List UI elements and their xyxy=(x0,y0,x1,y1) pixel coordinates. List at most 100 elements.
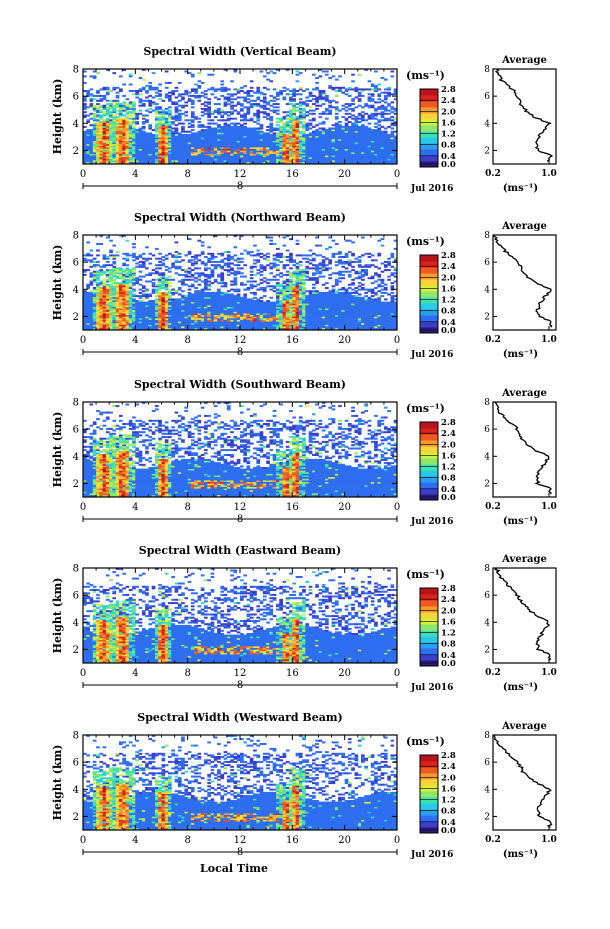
heatmap-cell xyxy=(174,147,179,149)
heatmap-cell xyxy=(125,264,130,267)
heatmap-cell xyxy=(266,101,270,104)
heatmap-cell xyxy=(145,280,149,283)
heatmap-cell xyxy=(96,153,100,156)
heatmap-cell xyxy=(318,153,323,156)
heatmap-cell xyxy=(109,107,113,110)
heatmap-cell xyxy=(305,155,310,158)
heatmap-cell xyxy=(184,148,189,151)
heatmap-cell xyxy=(276,158,280,161)
heatmap-cell xyxy=(302,114,306,117)
heatmap-cell xyxy=(161,138,166,141)
heatmap-cell xyxy=(321,143,326,146)
heatmap-cell xyxy=(132,277,136,280)
heatmap-cell xyxy=(256,103,261,106)
heatmap-cell xyxy=(155,129,159,132)
heatmap-cell xyxy=(174,145,179,148)
heatmap-cell xyxy=(210,73,215,76)
heatmap-cell xyxy=(190,278,195,281)
heatmap-cell xyxy=(298,111,303,114)
heatmap-cell xyxy=(253,153,257,156)
heatmap-cell xyxy=(367,137,372,140)
heatmap-cell xyxy=(164,317,169,320)
heatmap-cell xyxy=(119,127,123,130)
heatmap-cell xyxy=(374,90,378,92)
heatmap-cell xyxy=(135,327,139,330)
heatmap-cell xyxy=(86,151,90,154)
heatmap-cell xyxy=(298,121,303,123)
heatmap-cell xyxy=(220,280,225,283)
heatmap-cell xyxy=(112,295,117,298)
heatmap-cell xyxy=(86,121,90,123)
heatmap-cell xyxy=(105,306,110,309)
heatmap-cell xyxy=(174,306,179,309)
heatmap-cell xyxy=(89,117,94,120)
heatmap-cell xyxy=(276,121,280,123)
heatmap-cell xyxy=(105,109,110,112)
heatmap-cell xyxy=(141,148,146,151)
heatmap-cell xyxy=(364,119,368,122)
heatmap-cell xyxy=(190,143,195,146)
heatmap-cell xyxy=(253,134,257,136)
heatmap-cell xyxy=(168,160,172,163)
heatmap-cell xyxy=(233,327,238,330)
heatmap-cell xyxy=(112,137,117,140)
heatmap-cell xyxy=(292,88,296,91)
heatmap-cell xyxy=(334,106,339,109)
heatmap-cell xyxy=(92,326,97,329)
heatmap-cell xyxy=(86,241,90,244)
heatmap-cell xyxy=(102,122,107,125)
heatmap-cell xyxy=(226,322,231,325)
heatmap-cell xyxy=(171,150,175,153)
heatmap-cell xyxy=(361,124,365,127)
heatmap-cell xyxy=(377,98,382,101)
heatmap-cell xyxy=(184,93,189,96)
heatmap-cell xyxy=(187,138,192,141)
heatmap-cell xyxy=(155,311,159,314)
heatmap-cell xyxy=(92,275,97,278)
heatmap-cell xyxy=(168,295,172,298)
heatmap-cell xyxy=(105,283,110,286)
heatmap-cell xyxy=(132,327,136,330)
heatmap-cell xyxy=(285,134,290,136)
heatmap-cell xyxy=(151,150,156,153)
heatmap-cell xyxy=(132,283,136,286)
heatmap-cell xyxy=(138,313,143,315)
heatmap-cell xyxy=(236,135,241,138)
heatmap-cell xyxy=(266,155,270,158)
heatmap-cell xyxy=(190,103,195,106)
heatmap-cell xyxy=(158,308,162,311)
heatmap-cell xyxy=(204,301,208,304)
heatmap-cell xyxy=(383,153,388,156)
heatmap-cell xyxy=(213,111,218,114)
heatmap-cell xyxy=(115,269,120,272)
heatmap-cell xyxy=(155,295,159,298)
heatmap-cell xyxy=(377,83,382,86)
heatmap-cell xyxy=(249,103,254,106)
heatmap-cell xyxy=(135,158,139,161)
heatmap-cell xyxy=(207,327,211,330)
heatmap-cell xyxy=(148,88,153,91)
heatmap-cell xyxy=(292,153,296,156)
heatmap-cell xyxy=(119,150,123,153)
heatmap-cell xyxy=(331,127,336,130)
heatmap-cell xyxy=(243,134,247,136)
heatmap-cell xyxy=(230,311,234,314)
heatmap-cell xyxy=(328,158,332,161)
heatmap-cell xyxy=(181,156,185,159)
heatmap-cell xyxy=(125,317,130,320)
heatmap-cell xyxy=(328,104,332,107)
heatmap-cell xyxy=(145,142,149,145)
heatmap-cell xyxy=(240,306,244,309)
heatmap-cell xyxy=(204,313,208,315)
heatmap-cell xyxy=(135,112,139,115)
heatmap-cell xyxy=(374,114,378,117)
heatmap-cell xyxy=(115,160,120,163)
heatmap-cell xyxy=(377,153,382,156)
heatmap-cell xyxy=(164,287,169,289)
heatmap-cell xyxy=(213,134,218,136)
heatmap-cell xyxy=(344,124,349,127)
heatmap-cell xyxy=(204,291,208,294)
heatmap-cell xyxy=(269,150,274,153)
heatmap-cell xyxy=(99,127,104,130)
average-x-label: (ms⁻¹) xyxy=(503,183,538,194)
